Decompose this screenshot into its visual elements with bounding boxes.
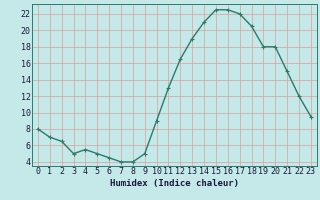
X-axis label: Humidex (Indice chaleur): Humidex (Indice chaleur): [110, 179, 239, 188]
